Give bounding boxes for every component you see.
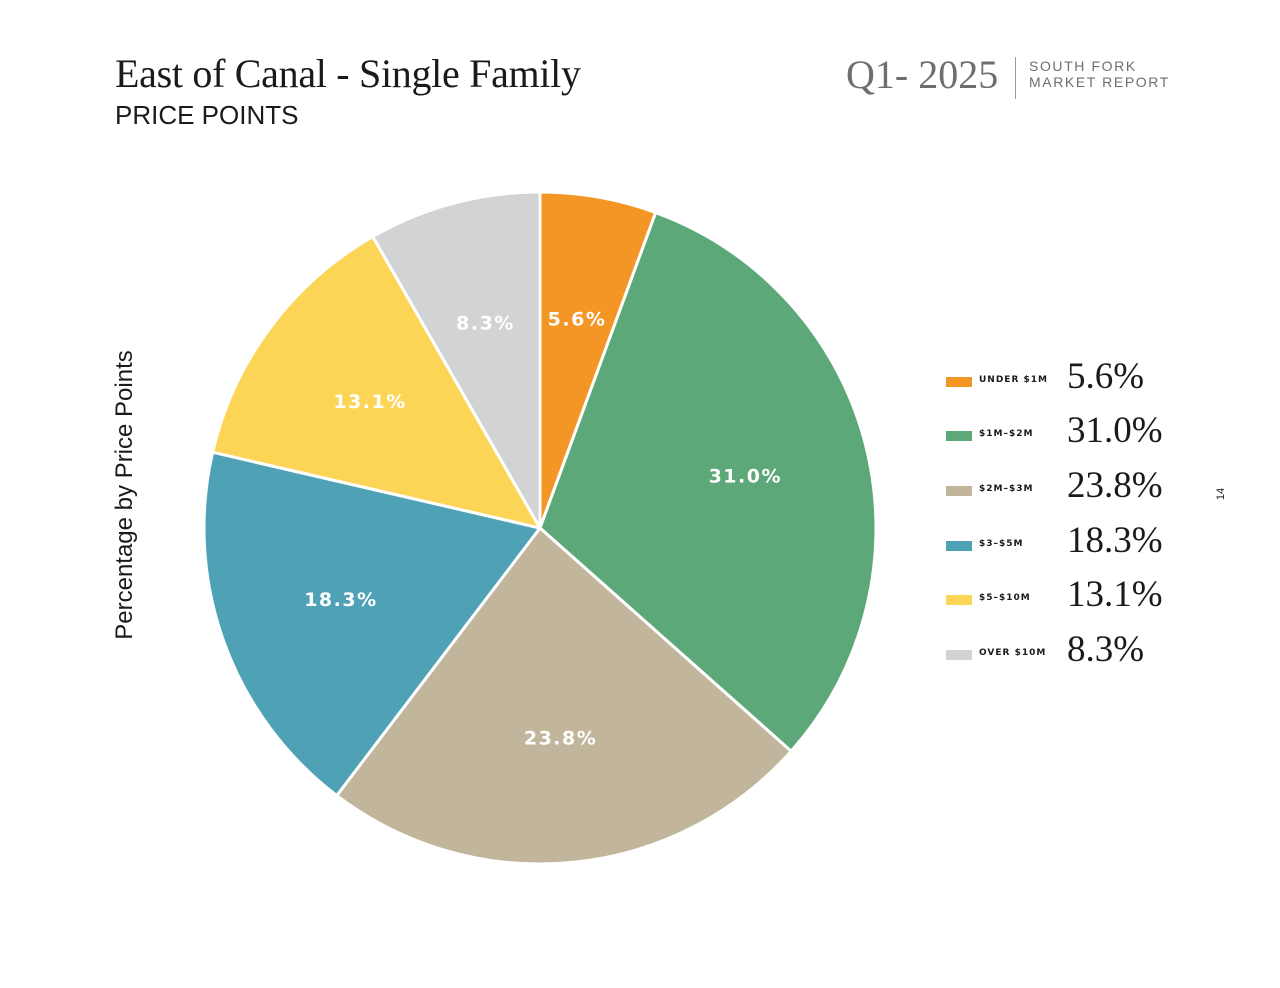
legend-value: 31.0% (1067, 410, 1163, 451)
legend-item-3m-5m: $3–$5M 18.3% (946, 519, 1186, 569)
legend-item-over-10m: OVER $10M 8.3% (946, 628, 1186, 678)
pie-slice-label-1m-2m: 31.0% (709, 465, 782, 487)
pie-slice-label-3m-5m: 18.3% (304, 589, 377, 611)
legend-swatch (946, 650, 972, 660)
pie-slice-label-over-10m: 8.3% (456, 312, 515, 334)
report-name-line2: MARKET REPORT (1029, 74, 1170, 90)
legend-value: 13.1% (1067, 574, 1163, 615)
legend-item-2m-3m: $2M–$3M 23.8% (946, 464, 1186, 514)
legend-value: 8.3% (1067, 629, 1145, 670)
page-subtitle: PRICE POINTS (115, 100, 299, 130)
legend-label: $2M–$3M (979, 484, 1034, 494)
report-name: SOUTH FORK MARKET REPORT (1029, 58, 1189, 90)
pie-slice-1m-2m (538, 211, 878, 753)
legend-swatch (946, 541, 972, 551)
legend-swatch (946, 431, 972, 441)
legend-swatch (946, 377, 972, 387)
legend-value: 18.3% (1067, 520, 1163, 561)
legend-label: UNDER $1M (979, 375, 1049, 385)
pie-slice-label-2m-3m: 23.8% (524, 728, 597, 750)
page-title: East of Canal - Single Family (115, 51, 581, 96)
legend-label: $1M–$2M (979, 429, 1034, 439)
pie-slice-5m-10m (211, 235, 542, 530)
pie-slice-label-under-1m: 5.6% (548, 309, 607, 331)
header-divider (1015, 57, 1016, 99)
legend-item-5m-10m: $5–$10M 13.1% (946, 573, 1186, 623)
legend-item-1m-2m: $1M–$2M 31.0% (946, 409, 1186, 459)
legend-swatch (946, 595, 972, 605)
legend-item-under-1m: UNDER $1M 5.6% (946, 355, 1186, 405)
legend-label: OVER $10M (979, 648, 1047, 658)
legend-value: 23.8% (1067, 465, 1163, 506)
pie-slice-over-10m (371, 190, 542, 530)
pie-slice-3m-5m (202, 450, 542, 798)
legend-swatch (946, 486, 972, 496)
pie-slice-2m-3m (335, 526, 793, 866)
legend-label: $3–$5M (979, 539, 1024, 549)
report-quarter: Q1- 2025 (846, 52, 999, 97)
legend-label: $5–$10M (979, 593, 1031, 603)
legend-value: 5.6% (1067, 356, 1145, 397)
pie-slice-label-5m-10m: 13.1% (333, 391, 406, 413)
report-name-line1: SOUTH FORK (1029, 58, 1137, 74)
